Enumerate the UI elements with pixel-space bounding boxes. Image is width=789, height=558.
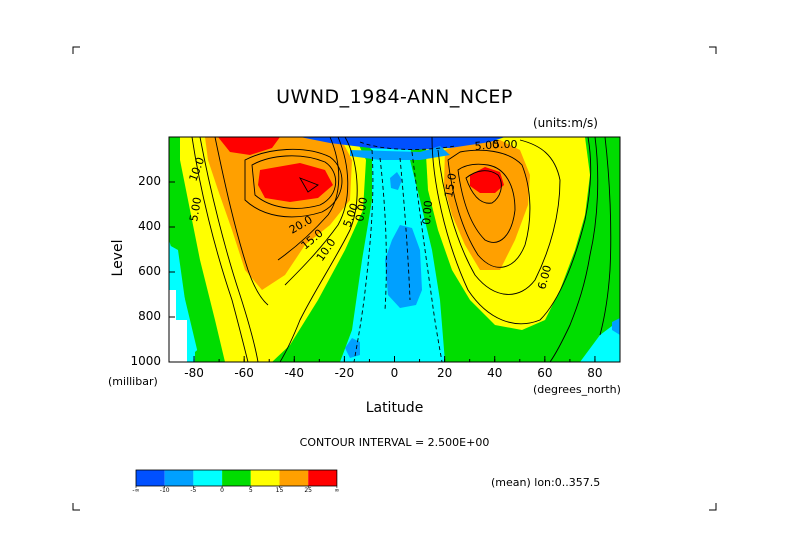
colorbar-swatch xyxy=(164,470,194,486)
y-tick-label: 800 xyxy=(138,309,161,323)
colorbar-label: ∞ xyxy=(334,487,340,494)
x-tick-label: 0 xyxy=(390,366,399,380)
x-tick-label: -60 xyxy=(234,366,254,380)
y-tick-label: 200 xyxy=(138,174,161,188)
colorbar-frame xyxy=(135,469,338,487)
colorbar-label: 25 xyxy=(304,487,312,494)
colorbar-swatch xyxy=(136,470,165,486)
x-tick-label: -40 xyxy=(284,366,305,380)
y-axis-label: Level xyxy=(110,239,126,277)
contour-label: 5.00 xyxy=(474,138,500,153)
colorbar-swatch xyxy=(308,470,337,486)
x-tick-label: -80 xyxy=(184,366,204,380)
y-tick-label: 600 xyxy=(138,264,161,278)
fill-orange-north xyxy=(444,140,530,270)
colorbar-swatch xyxy=(222,470,251,486)
colorbar-label: -∞ xyxy=(132,487,140,494)
contour-label: 0.00 xyxy=(353,196,370,222)
contour-label: 6.00 xyxy=(535,264,554,291)
contour-label: 0.00 xyxy=(420,200,435,226)
mean-subtitle: (mean) lon:0..357.5 xyxy=(491,476,601,489)
colorbar-swatch xyxy=(250,470,280,486)
x-axis-label: Latitude xyxy=(365,400,424,416)
x-tick-label: 40 xyxy=(487,366,503,380)
colorbar xyxy=(135,469,338,488)
colorbar-swatch xyxy=(279,470,309,486)
colorbar-label: 0 xyxy=(220,487,224,494)
contour-label: 15.0 xyxy=(442,172,459,198)
x-tick-marks xyxy=(168,356,621,362)
fill-blue-top xyxy=(300,137,505,150)
colorbar-label: -5 xyxy=(190,487,197,494)
x-tick-label: 60 xyxy=(537,366,553,380)
colorbar-label: 15 xyxy=(275,487,284,494)
fill-midblue-small xyxy=(390,172,402,190)
fill-white-left xyxy=(169,320,187,362)
y-tick-label: 1000 xyxy=(130,354,161,368)
chart-title: UWND_1984-ANN_NCEP xyxy=(276,86,513,108)
y-axis-units: (millibar) xyxy=(108,375,158,388)
colorbar-label: -10 xyxy=(159,487,170,494)
fill-red-south-top xyxy=(218,137,280,155)
contour-label: 5.00 xyxy=(187,196,204,222)
contour-label: 5.00 xyxy=(493,138,518,151)
y-tick-marks xyxy=(169,181,175,363)
x-tick-label: -20 xyxy=(334,366,355,380)
colorbar-label: 5 xyxy=(248,487,253,494)
units-label: (units:m/s) xyxy=(533,116,598,130)
x-tick-label: 80 xyxy=(587,366,603,380)
corner-marks xyxy=(72,46,717,511)
colorbar-swatch xyxy=(193,470,223,486)
fill-red-south-core xyxy=(258,163,333,202)
fill-midblue-top xyxy=(350,146,450,160)
contour-lines xyxy=(191,137,612,362)
dashed-contours xyxy=(353,141,456,362)
contour-interval: CONTOUR INTERVAL = 2.500E+00 xyxy=(299,436,490,449)
y-tick-label: 400 xyxy=(138,219,161,233)
fill-midblue-column xyxy=(385,225,422,308)
x-axis-units: (degrees_north) xyxy=(533,383,621,396)
contour-fill xyxy=(169,137,620,362)
fill-midblue-bottom xyxy=(345,338,360,358)
x-tick-label: 20 xyxy=(436,366,453,380)
